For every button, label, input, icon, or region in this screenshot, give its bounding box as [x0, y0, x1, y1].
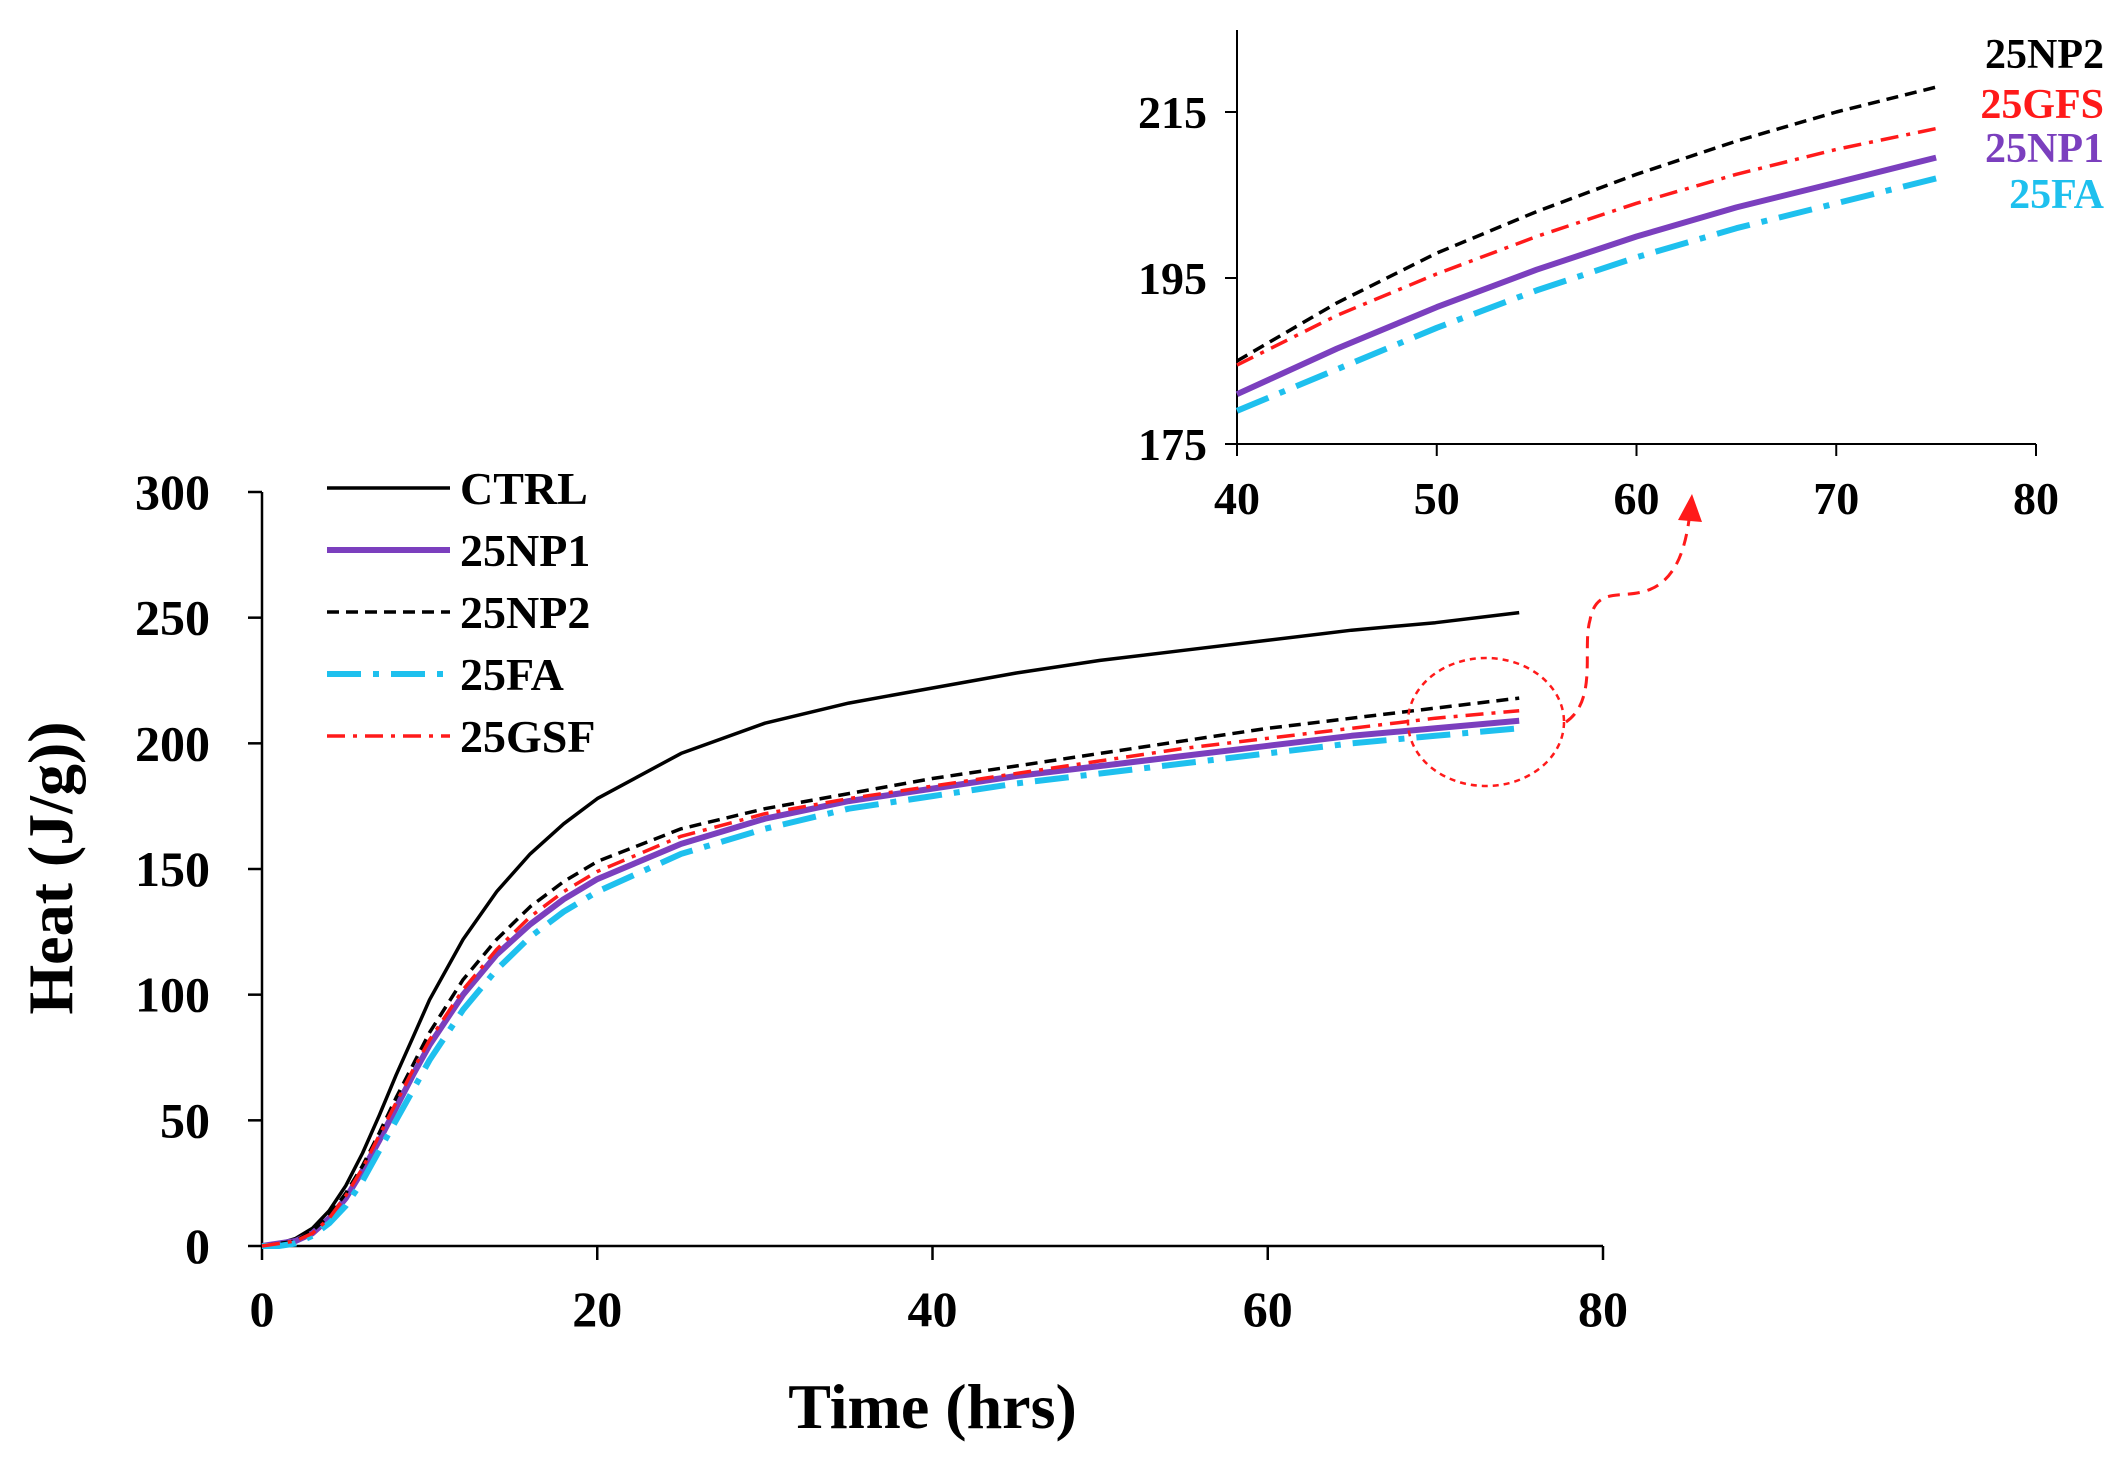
x-tick-label: 40 [908, 1281, 958, 1337]
y-tick-label: 200 [135, 715, 210, 771]
zoom-annotation [1406, 494, 1702, 788]
y-tick-label: 150 [135, 841, 210, 897]
legend-label-25np2: 25NP2 [460, 587, 590, 638]
inset-series-line-25np1 [1235, 154, 1937, 397]
inset-series-label-25gfs: 25GFS [1980, 82, 2104, 128]
zoom-connector-arrow [1565, 511, 1692, 724]
x-axis-title: Time (hrs) [788, 1371, 1077, 1442]
inset-x-tick-label: 60 [1614, 473, 1660, 524]
inset-series-label-25fa: 25FA [2009, 172, 2105, 218]
inset-series-line-25gfs [1236, 126, 1937, 367]
y-tick-label: 300 [135, 464, 210, 520]
inset-x-tick-label: 40 [1214, 473, 1260, 524]
inset-series-line-25np2 [1236, 85, 1937, 363]
legend-label-25fa: 25FA [460, 649, 564, 700]
y-axis-title: Heat (J/g)) [15, 721, 86, 1014]
inset-x-tick-label: 50 [1414, 473, 1460, 524]
inset-y-tick-label: 215 [1138, 87, 1207, 138]
series-line-25fa [262, 725, 1520, 1249]
legend-label-25gsf: 25GSF [460, 711, 595, 762]
y-tick-label: 50 [160, 1092, 210, 1148]
y-tick-label: 100 [135, 967, 210, 1023]
main-plot: 0 50 100 150 200 250 300 0 20 40 60 80 Time (hrs) Hea… [15, 463, 1628, 1442]
series-line-ctrl [261, 610, 1520, 1248]
inset-y-tick-label: 195 [1138, 253, 1207, 304]
series-line-25np2 [261, 696, 1520, 1248]
inset-series-label-25np2: 25NP2 [1985, 32, 2104, 78]
inset-y-tick-label: 175 [1138, 419, 1207, 470]
zoom-circle [1406, 656, 1566, 788]
legend-label-25np1: 25NP1 [460, 525, 590, 576]
x-tick-label: 20 [572, 1281, 622, 1337]
inset-x-tick-label: 70 [1813, 473, 1859, 524]
zoom-arrowhead [1678, 494, 1702, 522]
legend: CTRL 25NP1 25NP2 25FA 25GSF [327, 463, 595, 762]
y-tick-label: 250 [135, 590, 210, 646]
y-tick-label: 0 [185, 1218, 210, 1274]
x-tick-label: 60 [1243, 1281, 1293, 1337]
inset-series-line-25fa [1235, 175, 1937, 414]
x-tick-label: 0 [250, 1281, 275, 1337]
legend-label-ctrl: CTRL [460, 463, 588, 514]
inset-x-tick-label: 80 [2013, 473, 2059, 524]
inset-series-label-25np1: 25NP1 [1985, 126, 2104, 172]
x-tick-label: 80 [1578, 1281, 1628, 1337]
series-line-25gsf [261, 708, 1520, 1248]
